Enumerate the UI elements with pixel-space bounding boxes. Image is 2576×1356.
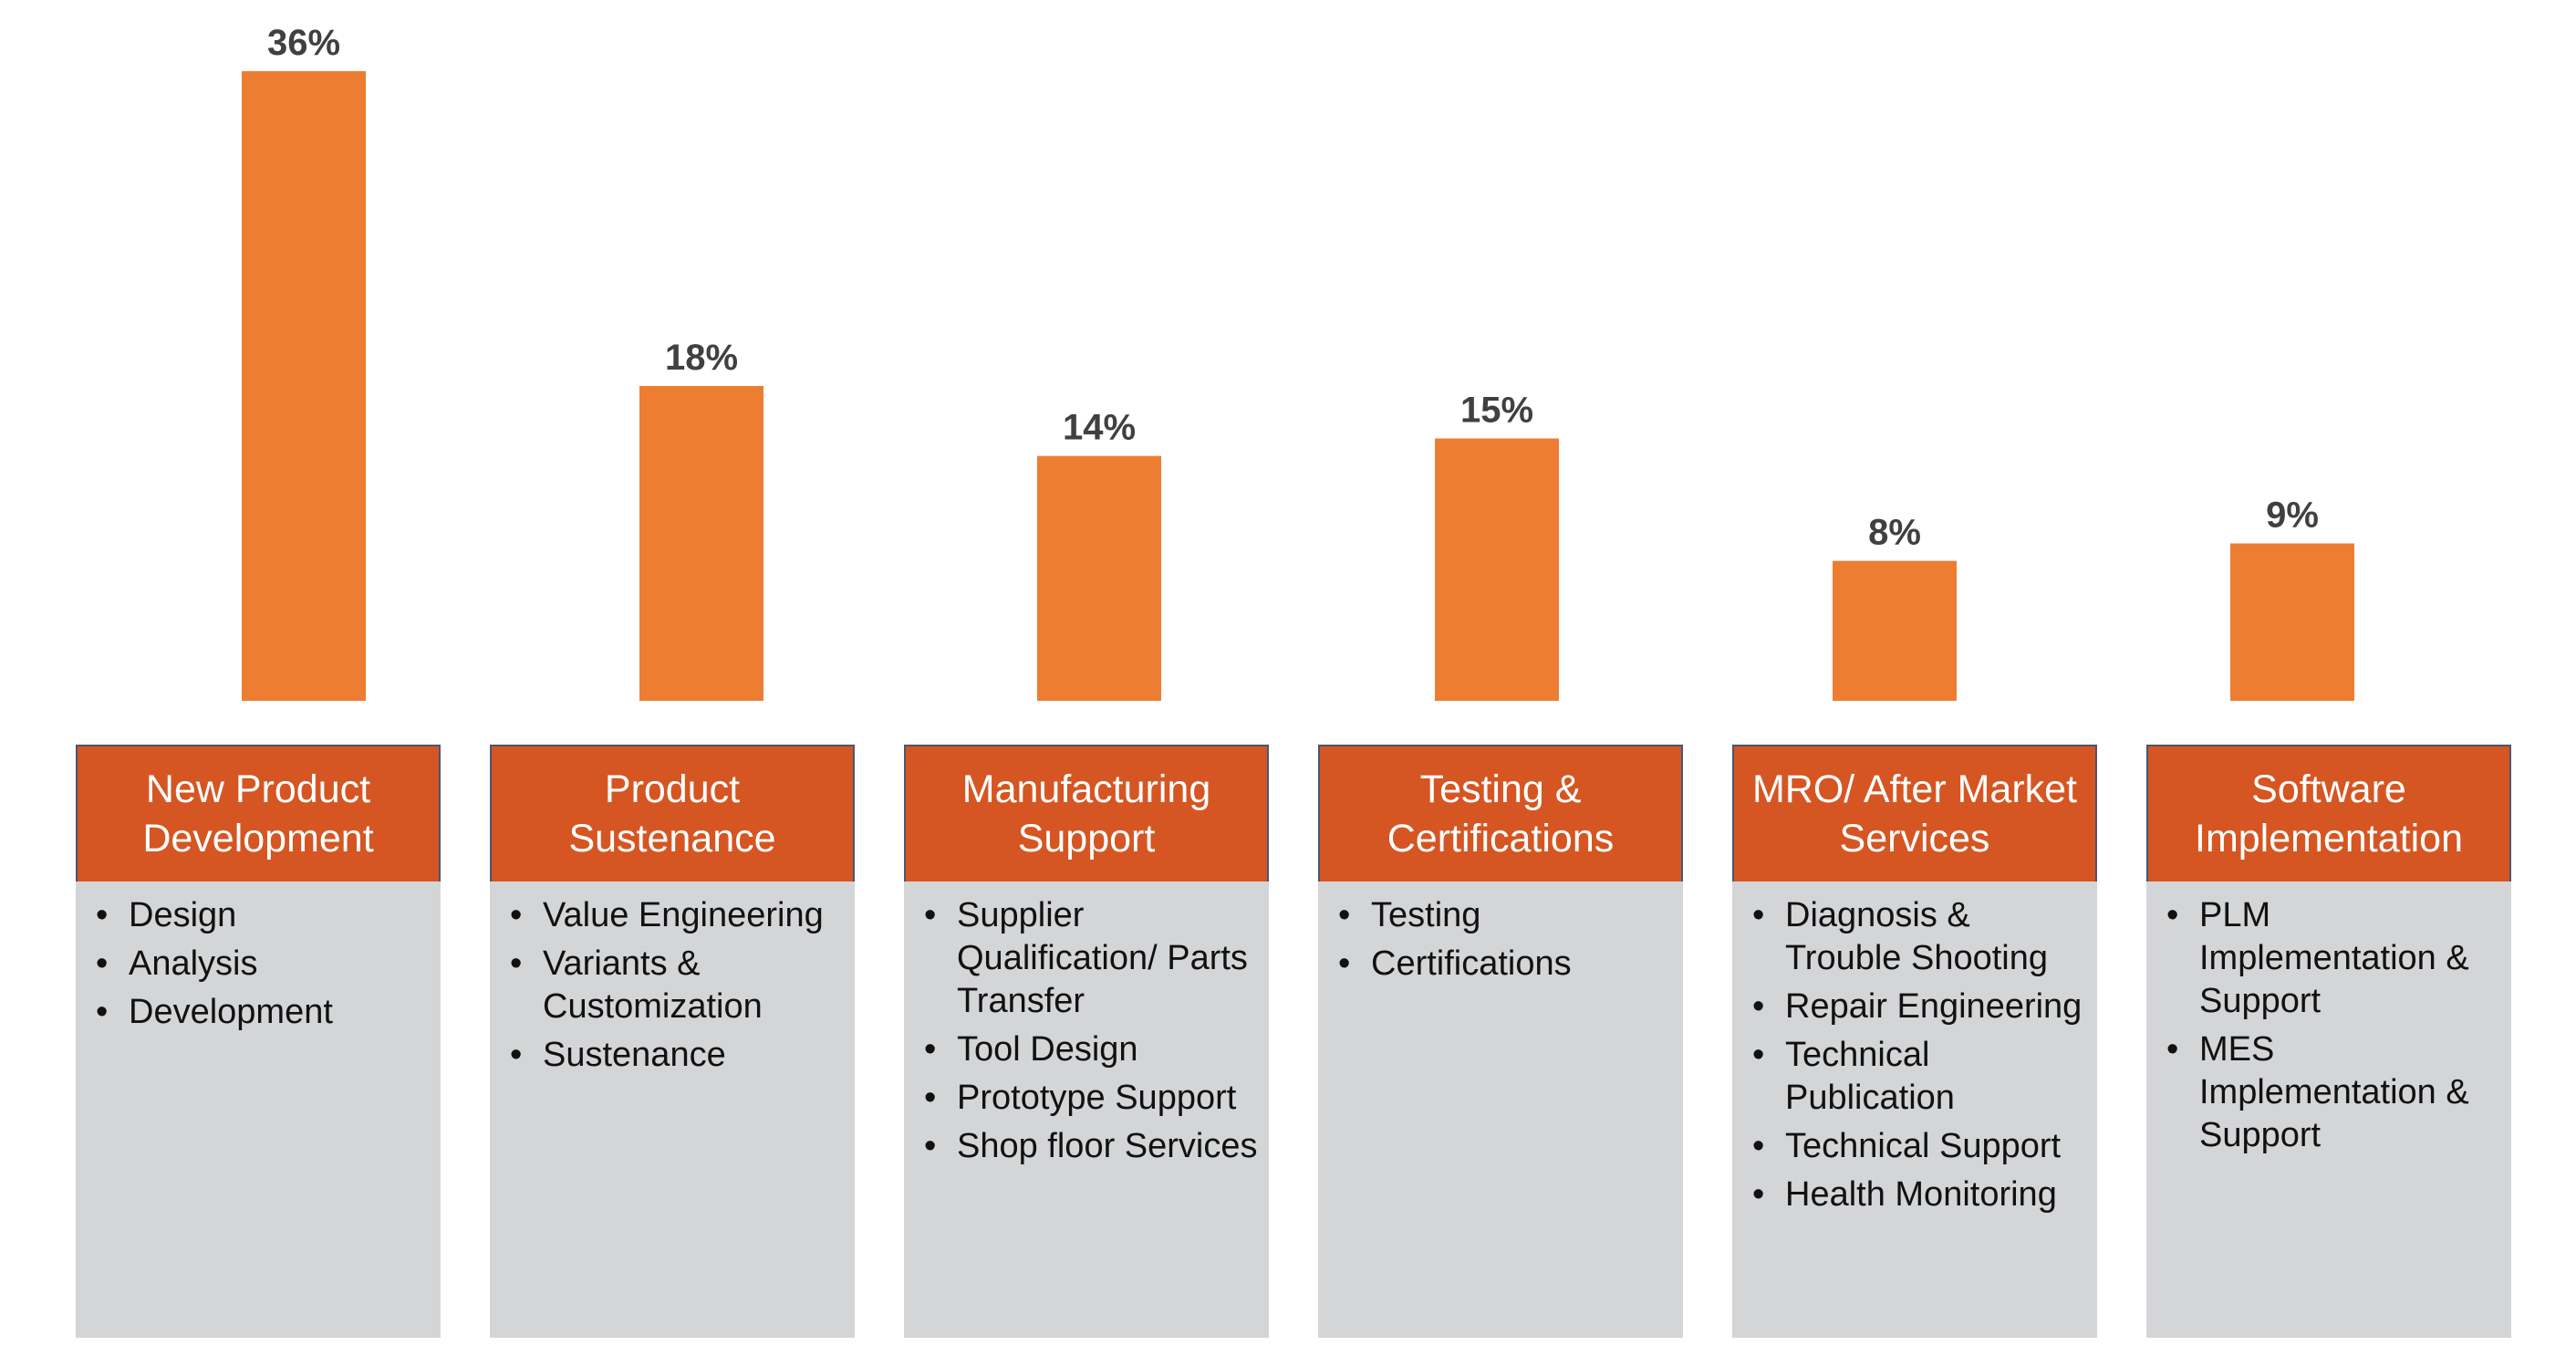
list-item: Shop floor Services: [924, 1125, 1260, 1168]
list-item: Repair Engineering: [1752, 986, 2088, 1028]
category-box: New Product Development Design Analysis Dev…: [76, 745, 441, 1338]
data-label: 8%: [1868, 513, 1921, 553]
list-item: Technical Publication: [1752, 1034, 2088, 1120]
category-header: Software Implementation: [2146, 745, 2511, 881]
list-item: Analysis: [96, 943, 431, 986]
data-label: 9%: [2266, 495, 2319, 536]
category-box: Manufacturing SupportSupplier Qualificat…: [904, 745, 1269, 1338]
bar: [1435, 438, 1559, 701]
category-header: Product Sustenance: [490, 745, 855, 881]
list-item: PLM Implementation & Support: [2166, 894, 2502, 1023]
category-box: MRO/ After Market ServicesDiagnosis & Tr…: [1732, 745, 2097, 1338]
list-item: Tool Design: [924, 1028, 1260, 1071]
list-item: Technical Support: [1752, 1125, 2088, 1168]
list-item: Value Engineering: [510, 894, 846, 937]
list-item: MES Implementation & Support: [2166, 1028, 2502, 1157]
category-list: Design Analysis Development: [76, 881, 441, 1034]
list-item: Sustenance: [510, 1034, 846, 1077]
data-label: 36%: [267, 23, 340, 63]
category-box: Product Sustenance Value Engineering Varia…: [490, 745, 855, 1338]
category-list: Supplier Qualification/ Parts Transfer To…: [904, 881, 1269, 1168]
category-list: Testing Certifications: [1318, 881, 1683, 986]
category-header: MRO/ After Market Services: [1732, 745, 2097, 881]
category-header: Testing & Certifications: [1318, 745, 1683, 881]
bar: [1833, 560, 1957, 701]
list-item: Certifications: [1338, 943, 1674, 986]
list-item: Testing: [1338, 894, 1674, 937]
category-list: Value Engineering Variants & Customizatio…: [490, 881, 855, 1077]
bar: [2230, 543, 2354, 701]
list-item: Health Monitoring: [1752, 1173, 2088, 1216]
bar-chart: 36% 18% 14% 15% 8% 9%: [242, 23, 2354, 701]
data-label: 14%: [1063, 408, 1136, 448]
category-list: PLM Implementation & SupportMES Implemen…: [2146, 881, 2511, 1157]
list-item: Development: [96, 991, 431, 1034]
list-item: Variants & Customization: [510, 943, 846, 1028]
bar: [1037, 455, 1161, 701]
category-header: New Product Development: [76, 745, 441, 881]
list-item: Prototype Support: [924, 1077, 1260, 1120]
list-item: Diagnosis & Trouble Shooting: [1752, 894, 2088, 980]
data-label: 18%: [665, 338, 738, 378]
list-item: Design: [96, 894, 431, 937]
category-header: Manufacturing Support: [904, 745, 1269, 881]
category-box: Testing & Certifications Testing Certifica…: [1318, 745, 1683, 1338]
data-label: 15%: [1460, 391, 1533, 431]
list-item: Supplier Qualification/ Parts Transfer: [924, 894, 1260, 1023]
bar: [242, 71, 366, 701]
category-list: Diagnosis & Trouble Shooting Repair Engin…: [1732, 881, 2097, 1216]
category-box: Software ImplementationPLM Implementatio…: [2146, 745, 2511, 1338]
bar: [639, 386, 763, 701]
